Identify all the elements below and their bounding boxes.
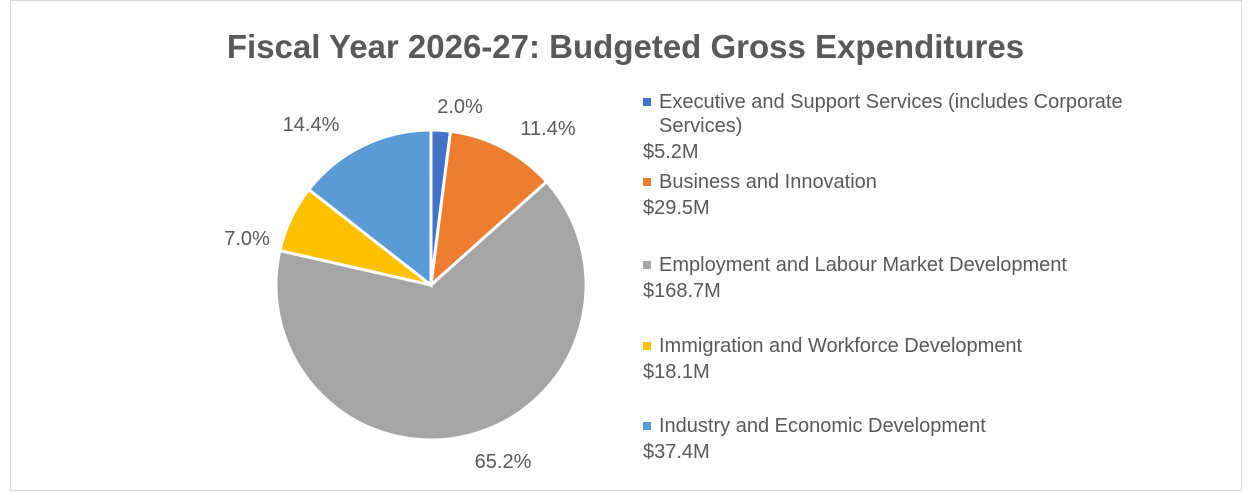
legend-label-employment: Employment and Labour Market Development <box>659 254 1067 276</box>
legend-swatch-executive <box>643 98 651 106</box>
pie-slices <box>274 128 588 442</box>
legend-label-immigration: Immigration and Workforce Development <box>659 335 1023 357</box>
legend-value-industry: $37.4M <box>643 441 710 463</box>
legend-swatch-industry <box>643 422 651 430</box>
pie-slice-business <box>429 129 549 289</box>
legend-label-executive: Executive and Support Services (includes… <box>659 91 1123 137</box>
pie-percent-labels: 2.0% 11.4% 65.2% 7.0% 14.4% <box>224 96 576 473</box>
legend-swatch-employment <box>643 261 651 269</box>
percent-label-immigration: 7.0% <box>224 228 270 250</box>
percent-label-employment: 65.2% <box>475 451 532 473</box>
legend-value-executive: $5.2M <box>643 141 699 163</box>
legend-label-industry: Industry and Economic Development <box>659 415 986 437</box>
legend-value-business: $29.5M <box>643 197 710 219</box>
pie-slice-employment <box>274 179 588 442</box>
percent-label-industry: 14.4% <box>283 114 340 136</box>
pie-slice-industry <box>306 128 433 289</box>
legend-entry-executive: Executive and Support Services (includes… <box>643 90 1203 164</box>
chart-title: Fiscal Year 2026-27: Budgeted Gross Expe… <box>226 28 1025 65</box>
legend-entry-business: Business and Innovation $29.5M <box>643 170 1203 220</box>
legend-entry-industry: Industry and Economic Development $37.4M <box>643 414 1203 464</box>
percent-label-executive: 2.0% <box>437 96 483 118</box>
legend-value-employment: $168.7M <box>643 280 721 302</box>
legend-swatch-business <box>643 178 651 186</box>
legend-label-business: Business and Innovation <box>659 171 877 193</box>
legend-entry-employment: Employment and Labour Market Development… <box>643 253 1203 303</box>
legend-swatch-immigration <box>643 342 651 350</box>
legend-value-immigration: $18.1M <box>643 361 710 383</box>
chart-frame <box>10 0 1242 491</box>
percent-label-business: 11.4% <box>520 118 575 140</box>
legend-entry-immigration: Immigration and Workforce Development $1… <box>643 334 1203 384</box>
